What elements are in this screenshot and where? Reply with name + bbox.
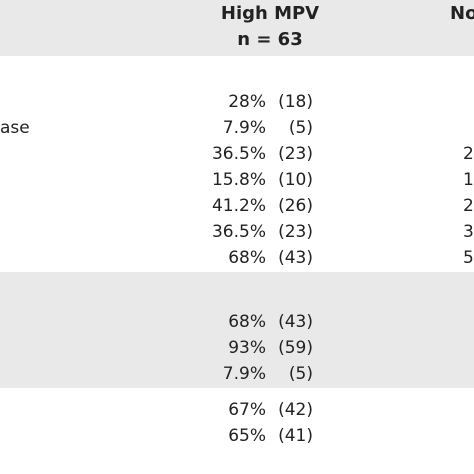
- count-cell: (23): [278, 144, 313, 164]
- column-title: No: [450, 3, 474, 24]
- percent-cell: 36.5%: [211, 222, 266, 242]
- count-cell: (59): [278, 338, 313, 358]
- count-cell: (5): [288, 364, 313, 384]
- count-cell: (43): [278, 312, 313, 332]
- percent-cell: 7.9%: [222, 118, 266, 138]
- other-cell: 5: [463, 248, 474, 268]
- count-cell: (43): [278, 248, 313, 268]
- count-cell: (26): [278, 196, 313, 216]
- other-cell: 2: [463, 196, 474, 216]
- column-title: High MPV: [220, 3, 320, 24]
- count-cell: (42): [278, 400, 313, 420]
- percent-cell: 15.8%: [211, 170, 266, 190]
- count-cell: (10): [278, 170, 313, 190]
- row-label: ase: [0, 118, 30, 138]
- count-cell: (18): [278, 92, 313, 112]
- count-cell: (41): [278, 426, 313, 446]
- percent-cell: 67%: [228, 400, 266, 420]
- percent-cell: 65%: [228, 426, 266, 446]
- column-subtitle: n = 63: [237, 29, 303, 50]
- percent-cell: 36.5%: [211, 144, 266, 164]
- other-cell: 2: [463, 144, 474, 164]
- percent-cell: 28%: [228, 92, 266, 112]
- header-band: [0, 0, 474, 56]
- percent-cell: 93%: [228, 338, 266, 358]
- other-cell: 3: [463, 222, 474, 242]
- percent-cell: 41.2%: [211, 196, 266, 216]
- section-band: [0, 272, 474, 388]
- percent-cell: 7.9%: [222, 364, 266, 384]
- count-cell: (5): [288, 118, 313, 138]
- other-cell: 1: [463, 170, 474, 190]
- count-cell: (23): [278, 222, 313, 242]
- percent-cell: 68%: [228, 312, 266, 332]
- percent-cell: 68%: [228, 248, 266, 268]
